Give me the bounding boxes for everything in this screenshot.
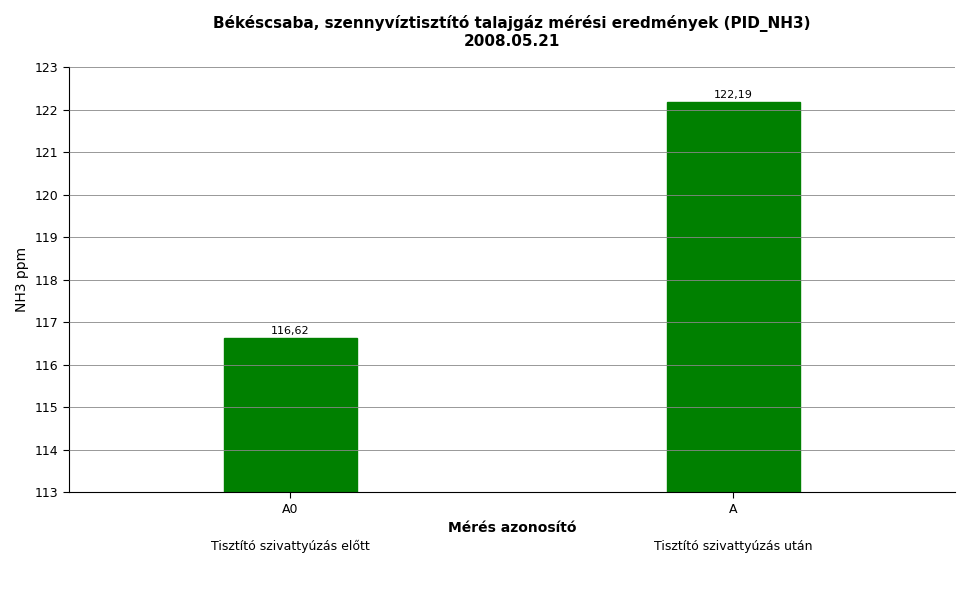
Text: 122,19: 122,19 [713,89,752,100]
Title: Békéscsaba, szennyvíztisztító talajgáz mérési eredmények (PID_NH3)
2008.05.21: Békéscsaba, szennyvíztisztító talajgáz m… [213,15,810,50]
Text: Tisztító szivattyúzás után: Tisztító szivattyúzás után [653,539,812,553]
Bar [224,338,357,492]
Text: 116,62: 116,62 [270,326,309,336]
X-axis label: Mérés azonosító: Mérés azonosító [447,521,576,535]
Text: Tisztító szivattyúzás előtt: Tisztító szivattyúzás előtt [210,539,369,553]
Y-axis label: NH3 ppm: NH3 ppm [15,247,29,312]
Bar [667,101,799,492]
